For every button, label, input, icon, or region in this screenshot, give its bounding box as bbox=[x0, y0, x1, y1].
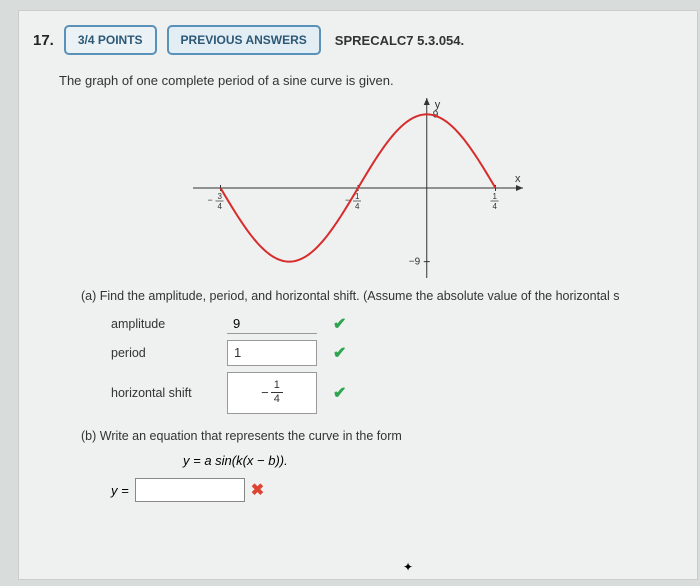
part-a-text: (a) Find the amplitude, period, and hori… bbox=[81, 288, 663, 306]
question-number: 17. bbox=[33, 32, 54, 49]
svg-text:4: 4 bbox=[218, 202, 223, 211]
svg-text:x: x bbox=[515, 173, 521, 185]
part-b-text: (b) Write an equation that represents th… bbox=[81, 428, 663, 446]
svg-text:−9: −9 bbox=[409, 257, 421, 268]
answer-label: period bbox=[111, 346, 211, 360]
check-icon: ✔ bbox=[333, 383, 346, 403]
answer-value: 9 bbox=[227, 314, 317, 334]
answer-row: amplitude 9 ✔ bbox=[111, 314, 663, 334]
content: The graph of one complete period of a si… bbox=[19, 73, 697, 502]
answer-value: −14 bbox=[227, 372, 317, 414]
check-icon: ✔ bbox=[333, 314, 346, 334]
answer-rows: amplitude 9 ✔ period 1 ✔ horizontal shift −14 ✔ bbox=[53, 314, 663, 414]
previous-answers-button[interactable]: PREVIOUS ANSWERS bbox=[167, 25, 321, 55]
answer-row: period 1 ✔ bbox=[111, 340, 663, 366]
reference-code: SPRECALC7 5.3.054. bbox=[335, 33, 464, 48]
y-equals-label: y = bbox=[111, 483, 129, 498]
answer-value: 1 bbox=[227, 340, 317, 366]
answer-label: horizontal shift bbox=[111, 386, 211, 400]
svg-text:3: 3 bbox=[218, 192, 223, 201]
points-pill[interactable]: 3/4 POINTS bbox=[64, 25, 157, 55]
x-mark-icon: ✖ bbox=[251, 480, 264, 500]
cursor-icon: ✦ bbox=[403, 560, 413, 574]
graph-container: yx9−9−34−1414 bbox=[53, 98, 663, 278]
svg-text:−: − bbox=[208, 195, 213, 205]
equation-input[interactable] bbox=[135, 478, 245, 502]
header-row: 17. 3/4 POINTS PREVIOUS ANSWERS SPRECALC… bbox=[19, 25, 697, 67]
svg-text:4: 4 bbox=[493, 202, 498, 211]
prompt-text: The graph of one complete period of a si… bbox=[59, 73, 663, 88]
worksheet-page: 17. 3/4 POINTS PREVIOUS ANSWERS SPRECALC… bbox=[18, 10, 698, 580]
svg-text:4: 4 bbox=[355, 202, 360, 211]
sine-graph: yx9−9−34−1414 bbox=[193, 98, 523, 278]
answer-label: amplitude bbox=[111, 317, 211, 331]
svg-text:1: 1 bbox=[493, 192, 498, 201]
equation-form: y = a sin(k(x − b)). bbox=[183, 453, 663, 468]
check-icon: ✔ bbox=[333, 343, 346, 363]
answer-equation-row: y = ✖ bbox=[111, 478, 663, 502]
answer-row: horizontal shift −14 ✔ bbox=[111, 372, 663, 414]
